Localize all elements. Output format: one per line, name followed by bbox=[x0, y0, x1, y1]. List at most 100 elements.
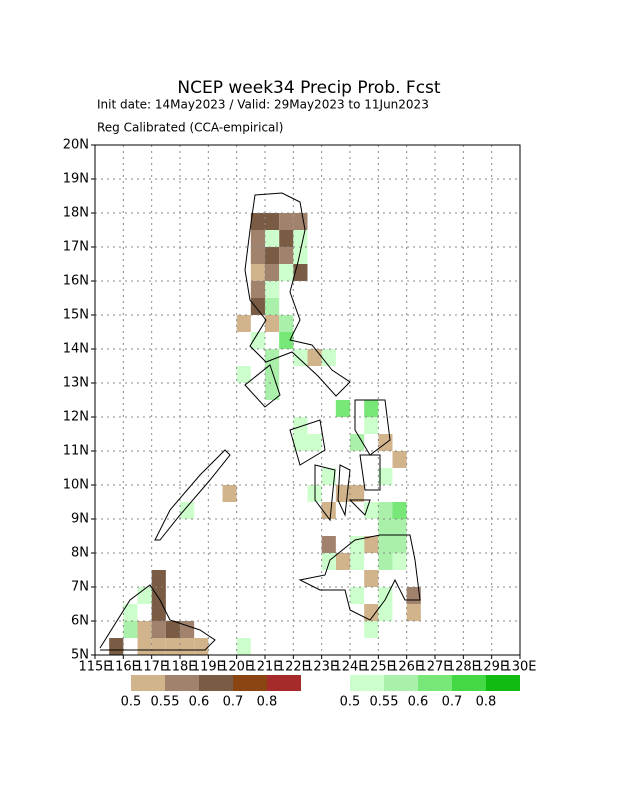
y-tick-label: 13N bbox=[63, 376, 89, 391]
below-legend-label: 0.55 bbox=[151, 695, 180, 710]
title: NCEP week34 Precip Prob. Fcst bbox=[177, 78, 441, 98]
below-cell bbox=[151, 638, 166, 655]
y-tick-label: 10N bbox=[63, 478, 89, 493]
x-tick-label: 124E bbox=[333, 660, 366, 675]
method: Reg Calibrated (CCA-empirical) bbox=[97, 121, 283, 135]
above-cell bbox=[364, 400, 379, 417]
x-tick-label: 122E bbox=[277, 660, 310, 675]
below-cell bbox=[236, 315, 251, 332]
coast-palawan bbox=[154, 449, 231, 541]
above-cell bbox=[392, 502, 407, 519]
below-cell bbox=[180, 638, 195, 655]
above-cell bbox=[279, 332, 294, 349]
above-cell bbox=[180, 502, 195, 519]
above-cell bbox=[364, 417, 379, 434]
above-legend-label: 0.6 bbox=[408, 695, 429, 710]
below-cell bbox=[307, 349, 322, 366]
above-cell bbox=[293, 230, 308, 247]
below-cell bbox=[364, 570, 379, 587]
below-cell bbox=[194, 638, 209, 655]
x-tick-label: 118E bbox=[163, 660, 196, 675]
coast-leyte bbox=[359, 454, 381, 491]
coast-cebu bbox=[337, 464, 351, 517]
above-legend-box bbox=[418, 675, 452, 691]
below-cell bbox=[165, 621, 180, 638]
coast-borneo bbox=[99, 584, 216, 651]
legend: 0.5 0.55 0.6 0.7 0.8 0.5 0.55 0.6 0.7 0.8 bbox=[121, 675, 520, 710]
below-cell bbox=[250, 213, 265, 230]
below-cell bbox=[180, 621, 195, 638]
coast-mindoro bbox=[244, 364, 281, 408]
below-cell bbox=[406, 604, 421, 621]
below-cell bbox=[321, 502, 336, 519]
below-cell bbox=[151, 621, 166, 638]
above-cell bbox=[250, 332, 265, 349]
y-tick-label: 19N bbox=[63, 172, 89, 187]
below-cell bbox=[265, 264, 280, 281]
y-tick-label: 18N bbox=[63, 206, 89, 221]
y-tick-label: 17N bbox=[63, 240, 89, 255]
below-cell bbox=[321, 536, 336, 553]
grid bbox=[94, 144, 521, 656]
above-cell bbox=[350, 553, 365, 570]
below-cell bbox=[165, 638, 180, 655]
x-tick-label: 115E bbox=[78, 660, 111, 675]
y-tick-label: 8N bbox=[71, 546, 89, 561]
below-cell bbox=[364, 536, 379, 553]
y-tick-label: 9N bbox=[71, 512, 89, 527]
below-legend-box bbox=[199, 675, 233, 691]
y-tick-label: 6N bbox=[71, 614, 89, 629]
below-cell bbox=[293, 264, 308, 281]
coast-samar bbox=[354, 399, 391, 456]
above-cell bbox=[378, 536, 393, 553]
below-legend-label: 0.5 bbox=[121, 695, 142, 710]
above-cell bbox=[293, 247, 308, 264]
x-tick-label: 130E bbox=[503, 660, 536, 675]
above-cell bbox=[265, 298, 280, 315]
above-legend-box bbox=[486, 675, 520, 691]
y-tick-label: 12N bbox=[63, 410, 89, 425]
y-tick-label: 5N bbox=[71, 648, 89, 663]
above-cell bbox=[123, 604, 138, 621]
x-tick-label: 128E bbox=[447, 660, 480, 675]
below-legend-box bbox=[165, 675, 199, 691]
below-cell bbox=[137, 621, 152, 638]
above-cell bbox=[378, 604, 393, 621]
above-cell bbox=[279, 315, 294, 332]
below-cell bbox=[151, 604, 166, 621]
above-cell bbox=[378, 502, 393, 519]
above-cell bbox=[279, 264, 294, 281]
above-cell bbox=[265, 281, 280, 298]
above-cell bbox=[293, 349, 308, 366]
below-cell bbox=[265, 213, 280, 230]
x-tick-label: 116E bbox=[107, 660, 140, 675]
below-cell bbox=[378, 434, 393, 451]
y-tick-label: 7N bbox=[71, 580, 89, 595]
above-cell bbox=[392, 519, 407, 536]
above-legend-box bbox=[452, 675, 486, 691]
above-cell bbox=[364, 621, 379, 638]
below-cell bbox=[265, 315, 280, 332]
below-legend-label: 0.6 bbox=[189, 695, 210, 710]
above-legend-box bbox=[384, 675, 418, 691]
above-legend-label: 0.5 bbox=[340, 695, 361, 710]
above-cell bbox=[378, 468, 393, 485]
frame bbox=[94, 144, 521, 656]
below-cell bbox=[250, 247, 265, 264]
below-legend-label: 0.8 bbox=[257, 695, 278, 710]
above-cell bbox=[321, 349, 336, 366]
x-tick-label: 120E bbox=[220, 660, 253, 675]
above-legend-label: 0.8 bbox=[476, 695, 497, 710]
above-cell bbox=[321, 468, 336, 485]
y-tick-label: 11N bbox=[63, 444, 89, 459]
below-cell bbox=[222, 485, 237, 502]
coast-mindanao bbox=[298, 534, 421, 621]
y-tick-label: 20N bbox=[63, 138, 89, 153]
axes: 115E116E117E118E119E120E121E122E123E124E… bbox=[63, 138, 537, 675]
below-cell bbox=[151, 587, 166, 604]
below-cell bbox=[250, 281, 265, 298]
above-cell bbox=[378, 519, 393, 536]
above-cell bbox=[350, 536, 365, 553]
below-cell bbox=[335, 553, 350, 570]
x-tick-label: 119E bbox=[192, 660, 225, 675]
